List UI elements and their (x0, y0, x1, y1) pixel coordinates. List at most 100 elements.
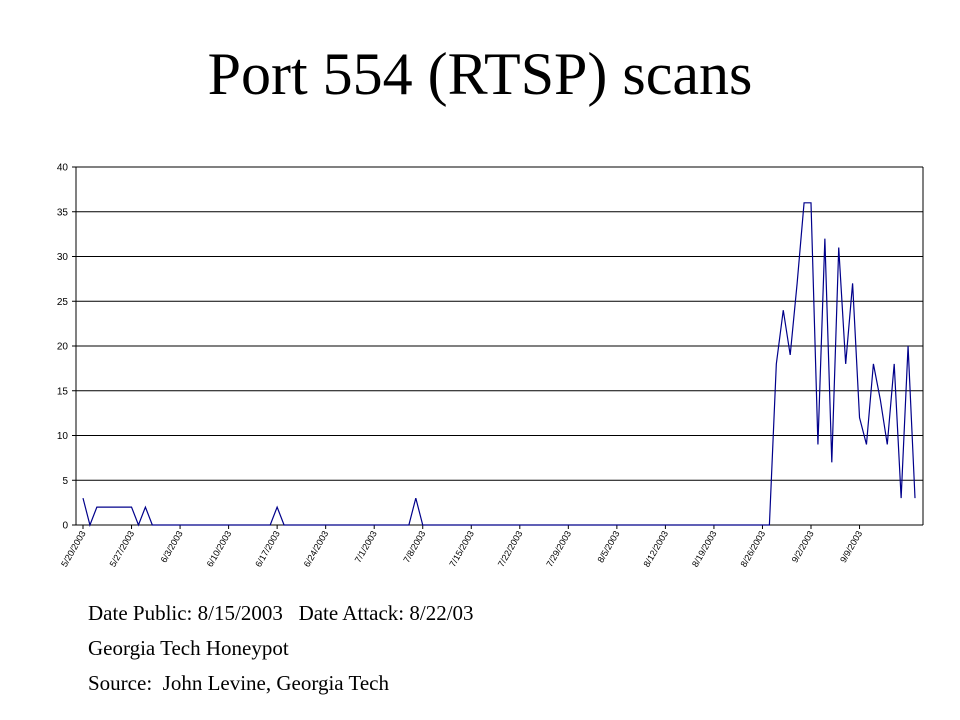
data-point (221, 524, 222, 525)
data-point (228, 524, 229, 525)
data-point (263, 524, 264, 525)
source-note: Source: John Levine, Georgia Tech (88, 671, 390, 695)
data-point (249, 524, 250, 525)
data-point (464, 524, 465, 525)
series-line (82, 202, 916, 527)
data-point (790, 354, 791, 355)
y-tick-labels: 0 5 10 15 20 25 30 35 40 (57, 163, 69, 532)
data-point (533, 524, 534, 525)
data-point (623, 524, 624, 525)
data-point (381, 524, 382, 525)
data-point (117, 507, 118, 508)
data-point (200, 524, 201, 525)
data-point (561, 524, 562, 525)
data-point (672, 524, 673, 525)
data-point (131, 507, 132, 508)
x-tick-label: 7/8/2003 (401, 529, 427, 564)
data-point (901, 498, 902, 499)
data-point (568, 524, 569, 525)
data-point (554, 524, 555, 525)
x-tick-label: 5/20/2003 (59, 529, 88, 569)
data-point (277, 507, 278, 508)
data-point (214, 524, 215, 525)
data-point (387, 524, 388, 525)
data-point (741, 524, 742, 525)
data-point (810, 202, 811, 203)
data-point (415, 498, 416, 499)
data-point (457, 524, 458, 525)
data-point (297, 524, 298, 525)
x-tick-label: 8/26/2003 (739, 529, 768, 569)
data-point (450, 524, 451, 525)
data-point (616, 524, 617, 525)
y-tick-label-40: 40 (57, 163, 69, 174)
data-point (783, 310, 784, 311)
data-point (665, 524, 666, 525)
data-point (845, 363, 846, 364)
y-tick-label-35: 35 (57, 207, 69, 218)
data-point (686, 524, 687, 525)
x-tick-label: 6/3/2003 (159, 529, 185, 564)
data-point (145, 507, 146, 508)
data-point (637, 524, 638, 525)
data-point (82, 498, 83, 499)
data-point (96, 507, 97, 508)
data-point (498, 524, 499, 525)
data-point (491, 524, 492, 525)
x-tick-labels: 5/20/2003 5/27/2003 6/3/2003 6/10/2003 6/17/… (59, 529, 864, 569)
data-point (589, 524, 590, 525)
x-tick-label: 8/19/2003 (690, 529, 719, 569)
data-point (235, 524, 236, 525)
data-point (838, 247, 839, 248)
data-point (769, 524, 770, 525)
x-tick-label: 6/17/2003 (253, 529, 282, 569)
data-point (394, 524, 395, 525)
axes (72, 166, 924, 529)
data-point (360, 524, 361, 525)
data-point (706, 524, 707, 525)
data-point (207, 524, 208, 525)
data-point (186, 524, 187, 525)
data-point (110, 507, 111, 508)
data-point (797, 283, 798, 284)
data-point (803, 202, 804, 203)
data-point (138, 524, 139, 525)
data-point (401, 524, 402, 525)
data-point (429, 524, 430, 525)
data-point (540, 524, 541, 525)
data-point (575, 524, 576, 525)
data-point (332, 524, 333, 525)
data-point (159, 524, 160, 525)
data-point (852, 283, 853, 284)
data-point (346, 524, 347, 525)
data-point (103, 507, 104, 508)
data-point (873, 363, 874, 364)
data-point (179, 524, 180, 525)
data-point (914, 498, 915, 499)
data-point (436, 524, 437, 525)
data-point (824, 238, 825, 239)
data-point (679, 524, 680, 525)
data-point (748, 524, 749, 525)
data-point (124, 507, 125, 508)
gridlines (76, 166, 923, 481)
data-point (582, 524, 583, 525)
data-point (817, 444, 818, 445)
data-point (242, 524, 243, 525)
data-point (755, 524, 756, 525)
data-point (89, 524, 90, 525)
y-tick-label-15: 15 (57, 386, 69, 397)
x-tick-label: 7/1/2003 (353, 529, 379, 564)
data-point (859, 417, 860, 418)
x-tick-label: 9/2/2003 (790, 529, 816, 564)
x-tick-label: 8/5/2003 (595, 529, 621, 564)
series-layer (82, 202, 916, 527)
data-point (318, 524, 319, 525)
x-tick-label: 6/24/2003 (302, 529, 331, 569)
data-point (644, 524, 645, 525)
data-point (443, 524, 444, 525)
y-tick-label-5: 5 (62, 476, 68, 487)
data-point (290, 524, 291, 525)
data-point (374, 524, 375, 525)
y-tick-label-25: 25 (57, 297, 69, 308)
